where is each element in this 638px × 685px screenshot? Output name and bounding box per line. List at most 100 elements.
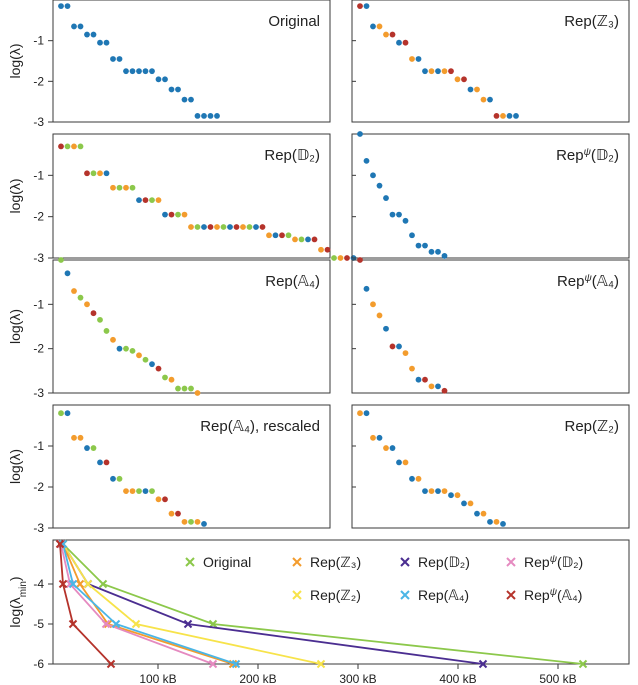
- data-point: [253, 224, 259, 230]
- x-marker-stroke: [506, 557, 516, 567]
- data-point: [259, 224, 266, 230]
- data-point: [194, 518, 201, 525]
- line-chart-frame: [52, 539, 630, 665]
- data-point: [324, 246, 331, 253]
- data-point: [422, 488, 428, 494]
- data-point: [162, 211, 168, 218]
- data-point: [467, 86, 474, 93]
- data-point: [415, 475, 422, 482]
- x-marker-stroke: [183, 619, 193, 629]
- y-tick-label: -2: [33, 210, 44, 224]
- x-tick-label: 100 kB: [139, 672, 176, 685]
- data-point: [441, 68, 448, 75]
- x-marker-stroke: [316, 659, 326, 669]
- data-point: [344, 255, 350, 261]
- data-point: [506, 113, 513, 119]
- x-marker-stroke: [106, 659, 116, 669]
- data-point: [155, 496, 162, 503]
- data-point: [285, 232, 292, 239]
- data-point: [233, 224, 240, 230]
- data-point: [513, 113, 519, 119]
- data-point: [71, 434, 77, 441]
- data-point: [168, 86, 175, 93]
- data-point: [370, 301, 376, 308]
- data-point: [155, 365, 162, 372]
- panel-title: Repψ(𝔻₂): [556, 147, 619, 165]
- data-point: [370, 172, 376, 179]
- data-point: [389, 343, 396, 350]
- x-marker-stroke: [228, 659, 238, 669]
- data-point: [194, 224, 201, 230]
- data-point: [441, 253, 448, 259]
- data-point: [357, 131, 363, 137]
- x-marker-stroke: [292, 557, 302, 567]
- data-point: [409, 365, 415, 372]
- data-point: [110, 56, 116, 62]
- data-point: [142, 68, 149, 75]
- data-point: [227, 224, 233, 230]
- data-point: [389, 445, 396, 451]
- data-point: [97, 316, 103, 323]
- panel-frame: [52, 404, 331, 529]
- data-point: [448, 492, 454, 499]
- data-point: [396, 39, 402, 46]
- x-marker: [578, 659, 588, 669]
- data-point: [116, 56, 123, 62]
- x-marker-stroke: [292, 590, 302, 600]
- data-point: [84, 170, 90, 177]
- data-point: [129, 184, 136, 191]
- data-point: [383, 195, 389, 201]
- data-point: [435, 488, 441, 494]
- x-marker: [185, 557, 195, 567]
- data-point: [162, 76, 168, 83]
- data-point: [272, 232, 279, 239]
- data-point: [188, 224, 194, 230]
- x-marker: [208, 659, 218, 669]
- x-marker: [68, 619, 78, 629]
- data-point: [409, 56, 415, 62]
- data-point: [168, 510, 175, 517]
- data-point: [90, 310, 97, 317]
- data-point: [402, 217, 409, 224]
- data-point: [84, 31, 90, 38]
- data-point: [214, 224, 220, 230]
- data-point: [103, 459, 110, 466]
- y-tick-label: -1: [33, 168, 44, 182]
- data-point: [97, 459, 103, 466]
- x-marker: [231, 659, 241, 669]
- x-marker-stroke: [578, 659, 588, 669]
- data-point: [123, 68, 129, 75]
- data-point: [97, 170, 103, 177]
- panel-title: Rep(𝔸₄), rescaled: [200, 418, 320, 435]
- y-axis-label: log(λ): [7, 178, 23, 213]
- x-tick-label: 400 kB: [439, 672, 476, 685]
- x-tick-label: 300 kB: [339, 672, 376, 685]
- data-point: [149, 68, 155, 75]
- x-marker-stroke: [75, 579, 85, 589]
- data-point: [149, 197, 155, 204]
- data-point: [188, 385, 194, 392]
- data-point: [500, 113, 506, 119]
- y-tick-label: -3: [33, 115, 44, 129]
- data-point: [155, 197, 162, 204]
- panel-title: Rep(ℤ₂): [565, 418, 620, 435]
- data-point: [136, 488, 142, 494]
- y-tick-label: -4: [33, 577, 44, 591]
- data-point: [162, 374, 168, 381]
- data-point: [402, 459, 409, 466]
- data-point: [396, 459, 402, 466]
- data-point: [214, 113, 220, 119]
- x-marker-stroke: [131, 619, 141, 629]
- data-point: [279, 232, 285, 239]
- data-point: [409, 232, 415, 239]
- x-marker-stroke: [231, 659, 241, 669]
- y-tick-label: -3: [33, 251, 44, 265]
- data-point: [129, 488, 136, 494]
- data-point: [246, 224, 253, 230]
- data-point: [207, 113, 214, 119]
- data-point: [175, 211, 181, 218]
- data-point: [90, 445, 97, 451]
- data-point: [181, 96, 188, 103]
- data-point: [103, 170, 110, 177]
- data-point: [480, 96, 487, 103]
